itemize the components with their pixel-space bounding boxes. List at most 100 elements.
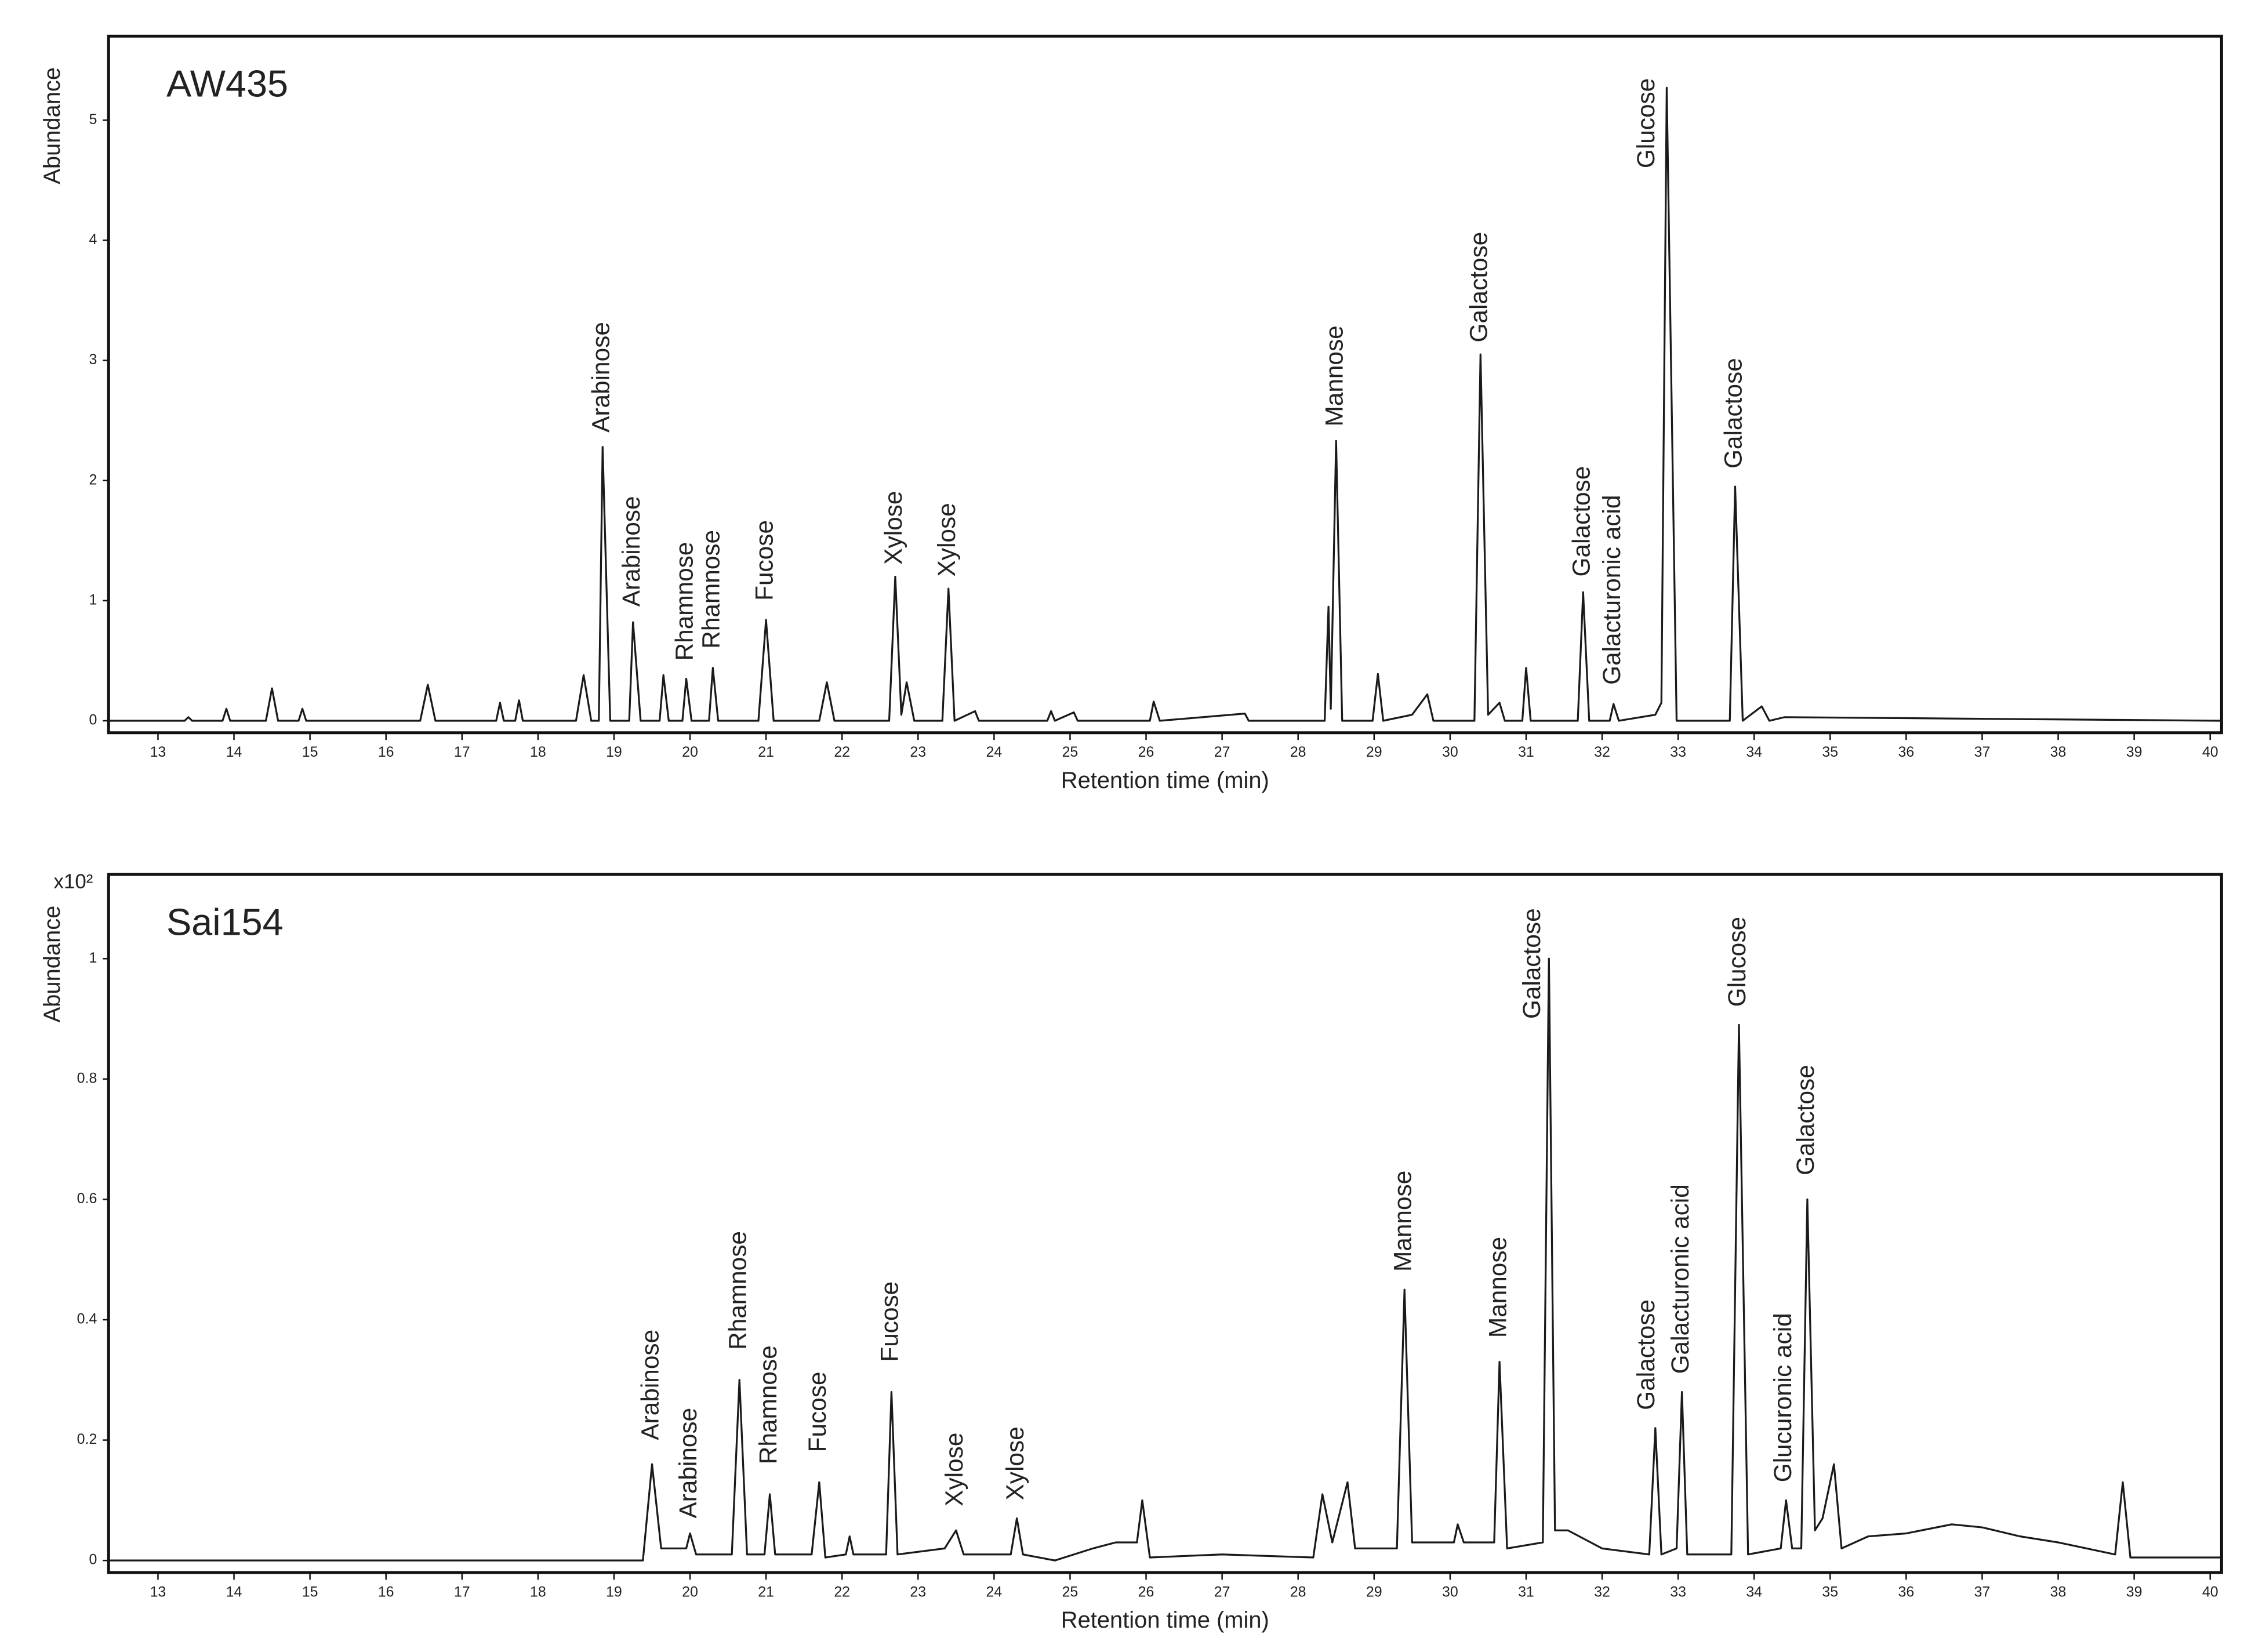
x-tick-label: 37: [1974, 744, 1991, 760]
x-tick-label: 28: [1290, 1584, 1306, 1600]
y-multiplier: x10²: [54, 870, 93, 893]
chromatogram-trace: [108, 86, 2222, 722]
x-tick-label: 20: [682, 744, 698, 760]
x-tick-label: 37: [1974, 1584, 1991, 1600]
y-tick-label: 2: [89, 471, 97, 488]
x-tick-label: 34: [1746, 1584, 1762, 1600]
x-tick-label: 19: [606, 1584, 622, 1600]
y-tick-label: 1: [89, 950, 97, 966]
x-tick-label: 17: [454, 1584, 470, 1600]
x-tick-label: 31: [1518, 744, 1534, 760]
chromatogram-trace: [108, 957, 2222, 1562]
x-tick-label: 23: [910, 744, 926, 760]
x-tick-label: 39: [2126, 1584, 2143, 1600]
x-tick-label: 30: [1442, 1584, 1458, 1600]
peak-label: Xylose: [933, 503, 960, 576]
x-axis-label: Retention time (min): [1061, 768, 1269, 793]
peak-label: Arabinose: [587, 322, 614, 433]
peak-label: Rhamnose: [724, 1231, 751, 1350]
x-tick-label: 29: [1366, 744, 1382, 760]
x-tick-label: 27: [1214, 1584, 1230, 1600]
y-tick-label: 5: [89, 111, 97, 128]
y-tick-label: 1: [89, 591, 97, 608]
x-tick-label: 25: [1062, 744, 1079, 760]
x-axis-label: Retention time (min): [1061, 1607, 1269, 1633]
y-axis-label: Abundance: [39, 67, 65, 184]
peak-label: Fucose: [750, 520, 778, 601]
x-tick-label: 33: [1670, 1584, 1686, 1600]
x-tick-label: 15: [302, 1584, 318, 1600]
x-tick-label: 40: [2202, 744, 2218, 760]
x-tick-label: 24: [986, 1584, 1003, 1600]
x-tick-label: 29: [1366, 1584, 1382, 1600]
peak-label: Galacturonic acid: [1666, 1184, 1694, 1374]
plot-frame: [107, 873, 2223, 1574]
y-tick-label: 0.8: [77, 1070, 97, 1086]
x-tick-label: 16: [378, 1584, 394, 1600]
x-tick-label: 15: [302, 744, 318, 760]
x-tick-label: 26: [1138, 744, 1154, 760]
x-tick-label: 25: [1062, 1584, 1079, 1600]
x-tick-label: 24: [986, 744, 1003, 760]
peak-label: Rhamnose: [671, 542, 698, 661]
x-tick-label: 13: [150, 1584, 166, 1600]
y-tick-label: 0: [89, 1552, 97, 1568]
x-tick-label: 40: [2202, 1584, 2218, 1600]
x-tick-label: 26: [1138, 1584, 1154, 1600]
peak-label: Rhamnose: [698, 530, 725, 649]
x-tick-label: 34: [1746, 744, 1762, 760]
x-tick-label: 19: [606, 744, 622, 760]
y-tick-label: 0.2: [77, 1431, 97, 1447]
x-tick-label: 32: [1594, 1584, 1610, 1600]
peak-label: Rhamnose: [754, 1345, 782, 1464]
x-tick-label: 36: [1898, 1584, 1915, 1600]
x-tick-label: 38: [2050, 744, 2067, 760]
x-tick-label: 38: [2050, 1584, 2067, 1600]
x-tick-label: 32: [1594, 744, 1610, 760]
peak-label: Galactose: [1465, 232, 1492, 343]
x-tick-label: 23: [910, 1584, 926, 1600]
peak-label: Fucose: [876, 1281, 903, 1362]
plot-frame: [107, 34, 2223, 735]
x-tick-label: 20: [682, 1584, 698, 1600]
peak-label: Arabinose: [637, 1330, 664, 1440]
peak-label: Galactose: [1720, 358, 1747, 469]
peak-label: Glucose: [1632, 78, 1660, 168]
peak-label: Arabinose: [674, 1408, 702, 1519]
x-tick-label: 39: [2126, 744, 2143, 760]
x-tick-label: 18: [530, 1584, 546, 1600]
peak-label: Mannose: [1389, 1171, 1416, 1272]
panel-title: AW435: [166, 63, 288, 105]
x-tick-label: 22: [834, 744, 850, 760]
x-tick-label: 18: [530, 744, 546, 760]
x-tick-label: 14: [226, 744, 242, 760]
y-tick-label: 0: [89, 712, 97, 728]
x-tick-label: 35: [1822, 744, 1838, 760]
x-tick-label: 35: [1822, 1584, 1838, 1600]
x-tick-label: 31: [1518, 1584, 1534, 1600]
x-tick-label: 28: [1290, 744, 1306, 760]
x-tick-label: 14: [226, 1584, 242, 1600]
y-tick-label: 3: [89, 351, 97, 368]
x-tick-label: 21: [758, 1584, 774, 1600]
peak-label: Galactose: [1567, 466, 1595, 577]
peak-label: Mannose: [1484, 1237, 1511, 1338]
peak-label: Arabinose: [618, 496, 645, 607]
x-tick-label: 16: [378, 744, 394, 760]
peak-label: Fucose: [804, 1371, 831, 1452]
peak-label: Xylose: [1001, 1426, 1029, 1500]
x-tick-label: 30: [1442, 744, 1458, 760]
panel-title: Sai154: [166, 901, 284, 943]
x-tick-label: 27: [1214, 744, 1230, 760]
y-tick-label: 0.6: [77, 1190, 97, 1207]
x-tick-label: 36: [1898, 744, 1915, 760]
y-tick-label: 0.4: [77, 1311, 97, 1327]
x-tick-label: 17: [454, 744, 470, 760]
peak-label: Glucose: [1723, 917, 1751, 1007]
x-tick-label: 21: [758, 744, 774, 760]
y-tick-label: 4: [89, 231, 97, 248]
peak-label: Mannose: [1320, 325, 1348, 426]
peak-label: Glucuronic acid: [1769, 1313, 1796, 1482]
peak-label: Xylose: [880, 491, 907, 565]
